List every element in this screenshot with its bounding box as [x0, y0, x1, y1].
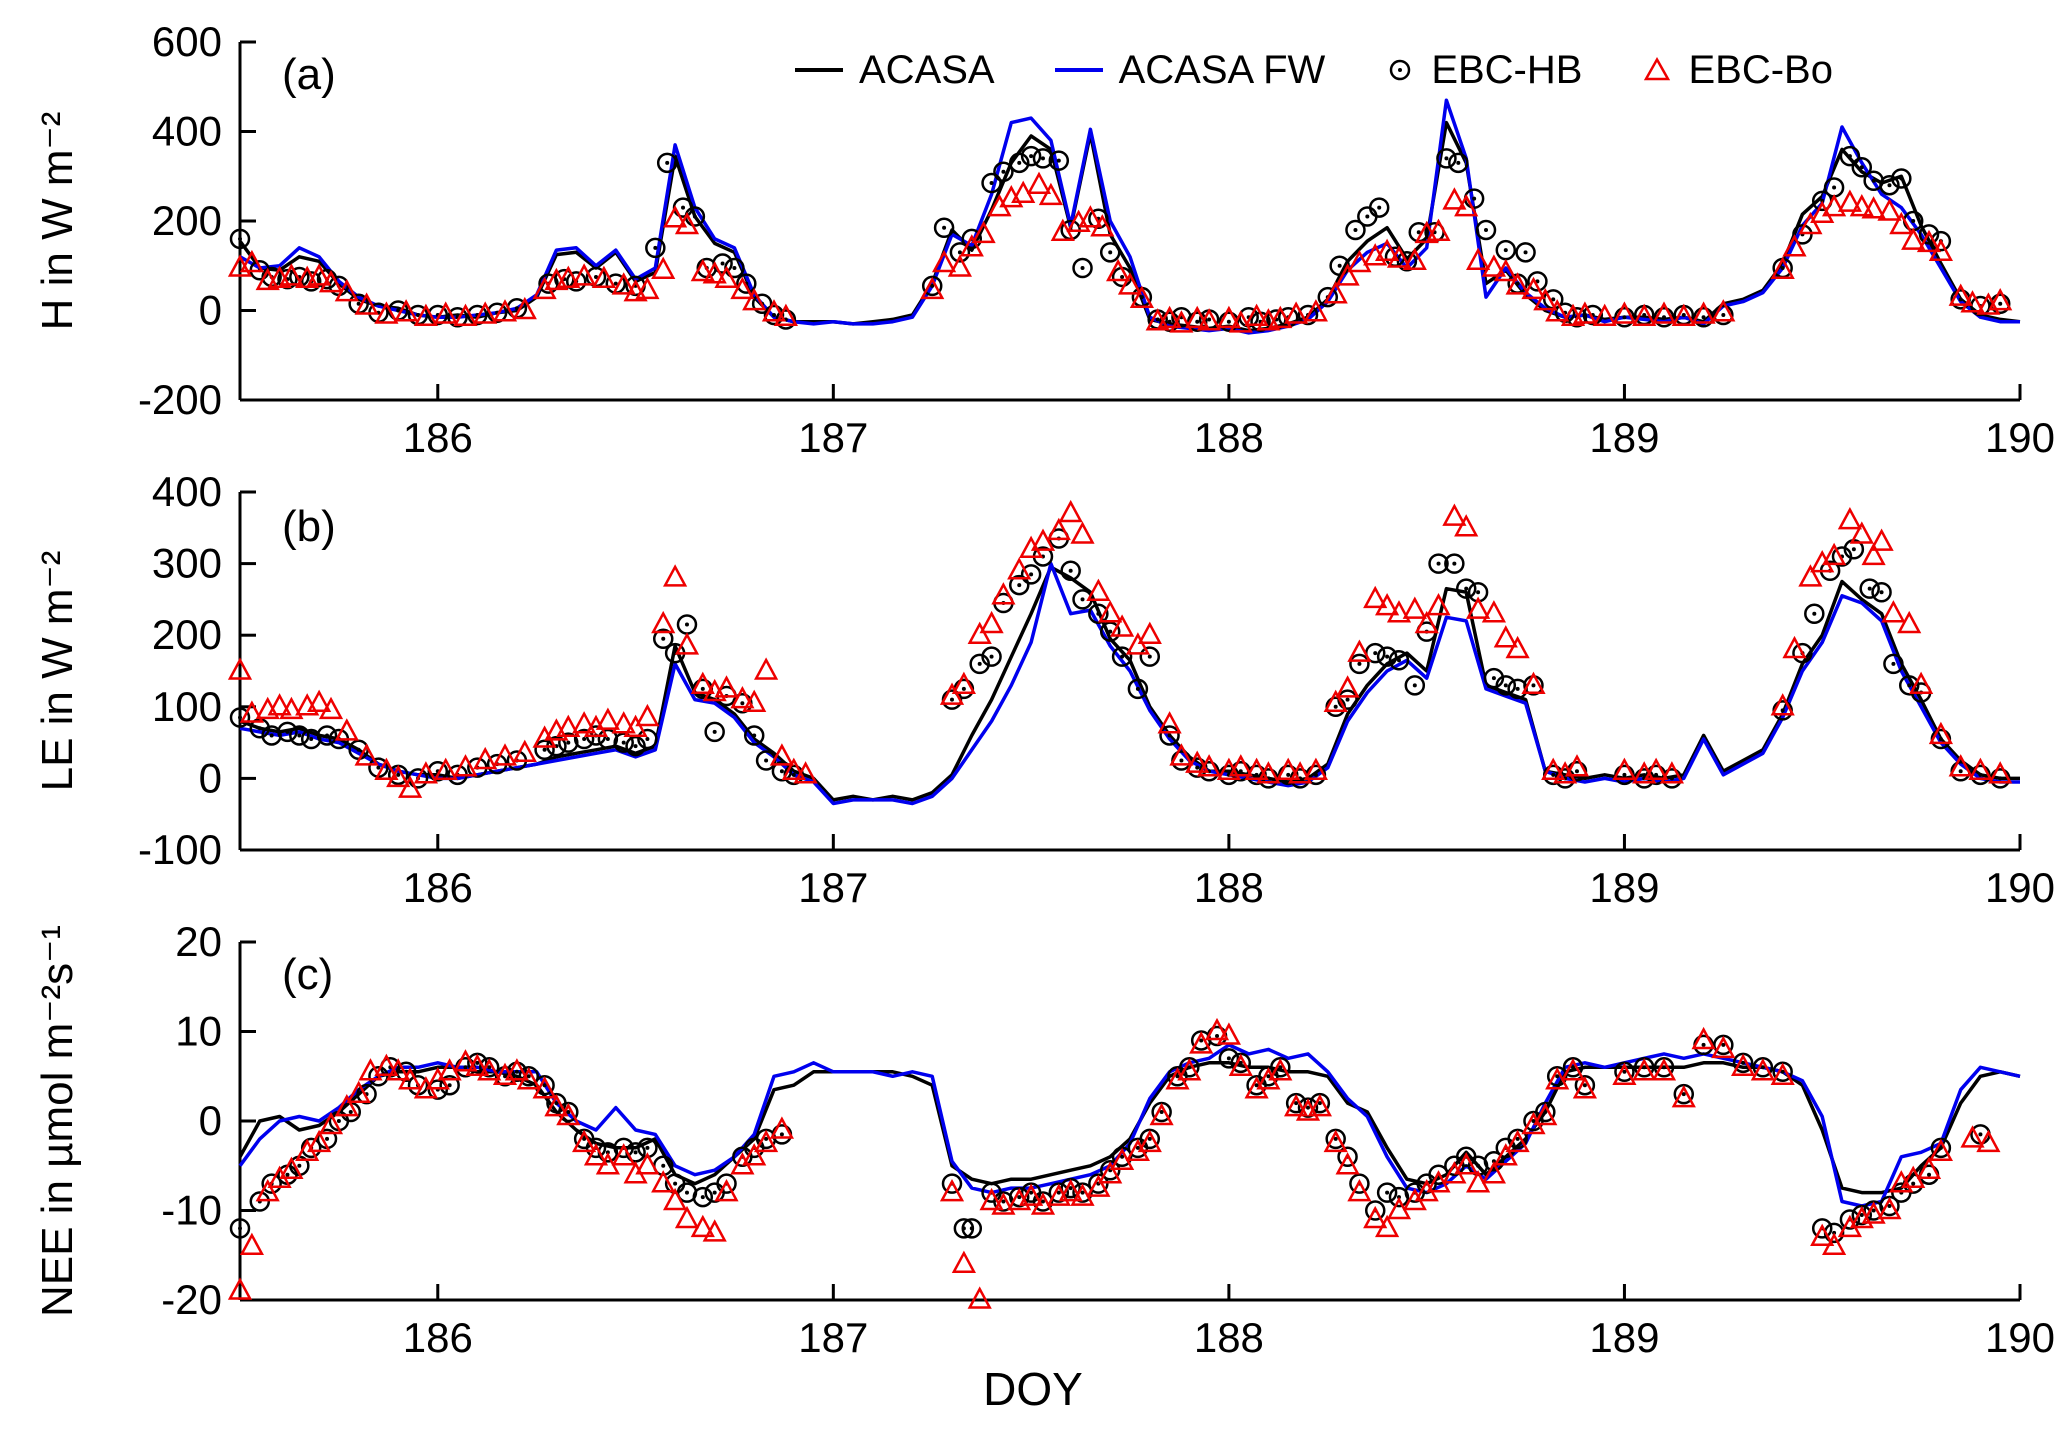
legend-label-ebc-bo: EBC-Bo: [1688, 47, 1833, 92]
svg-text:0: 0: [199, 287, 222, 334]
svg-text:100: 100: [152, 683, 222, 730]
svg-text:187: 187: [798, 414, 868, 461]
svg-text:190: 190: [1985, 414, 2055, 461]
svg-text:190: 190: [1985, 1314, 2055, 1361]
svg-text:300: 300: [152, 540, 222, 587]
acasa-fw-line-sample-icon: [1054, 68, 1103, 72]
svg-text:20: 20: [175, 918, 222, 965]
svg-text:400: 400: [152, 468, 222, 515]
triangle-marker-icon: [1642, 55, 1672, 85]
legend-label-acasa: ACASA: [859, 47, 995, 92]
svg-text:190: 190: [1985, 864, 2055, 911]
legend-item-acasa: ACASA: [795, 48, 995, 93]
legend-label-acasa-fw: ACASA FW: [1118, 47, 1326, 92]
svg-text:0: 0: [199, 1097, 222, 1144]
legend-item-acasa-fw: ACASA FW: [1054, 47, 1326, 93]
svg-text:186: 186: [403, 1314, 473, 1361]
legend-label-ebc-hb: EBC-HB: [1431, 47, 1583, 92]
svg-text:186: 186: [403, 414, 473, 461]
y-axis-label-le: LE in W m⁻²: [33, 550, 82, 792]
svg-text:10: 10: [175, 1008, 222, 1055]
svg-text:189: 189: [1589, 414, 1659, 461]
panel-label-b: (b): [282, 502, 336, 551]
panel-label-c: (c): [282, 950, 334, 999]
y-axis-label-h: H in W m⁻²: [33, 111, 82, 331]
svg-text:200: 200: [152, 611, 222, 658]
svg-text:200: 200: [152, 197, 222, 244]
svg-text:0: 0: [199, 754, 222, 801]
svg-text:188: 188: [1194, 864, 1264, 911]
y-axis-label-nee: NEE in µmol m⁻²s⁻¹: [33, 924, 82, 1318]
svg-text:-10: -10: [161, 1187, 222, 1234]
svg-text:-20: -20: [161, 1276, 222, 1323]
panel-label-a: (a): [282, 50, 336, 99]
svg-text:186: 186: [403, 864, 473, 911]
svg-text:-100: -100: [138, 826, 222, 873]
svg-text:400: 400: [152, 108, 222, 155]
legend: ACASA ACASA FW EBC-HB EBC-Bo: [795, 44, 1833, 96]
legend-item-ebc-hb: EBC-HB: [1385, 48, 1582, 93]
svg-text:189: 189: [1589, 864, 1659, 911]
svg-text:600: 600: [152, 18, 222, 65]
svg-text:-200: -200: [138, 376, 222, 423]
svg-text:188: 188: [1194, 414, 1264, 461]
svg-text:187: 187: [798, 864, 868, 911]
acasa-line-sample-icon: [795, 68, 843, 72]
legend-item-ebc-bo: EBC-Bo: [1642, 48, 1833, 93]
svg-text:187: 187: [798, 1314, 868, 1361]
x-axis-label: DOY: [983, 1363, 1083, 1415]
circle-dot-marker-icon: [1385, 55, 1415, 85]
svg-text:189: 189: [1589, 1314, 1659, 1361]
svg-text:188: 188: [1194, 1314, 1264, 1361]
